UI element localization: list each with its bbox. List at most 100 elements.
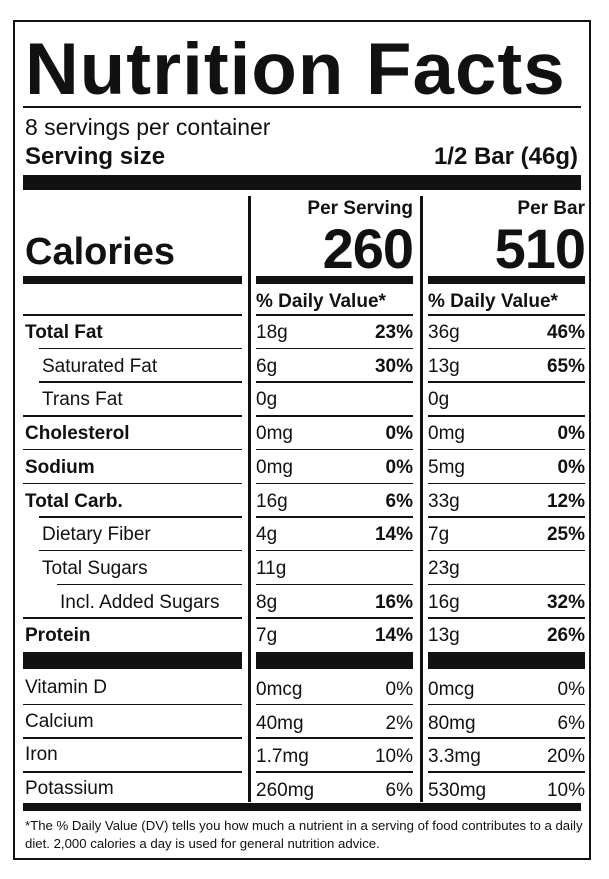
- serving-daily-value: 16%: [374, 591, 413, 613]
- row-divider-bar: [428, 771, 585, 773]
- bar-daily-value: 0%: [557, 679, 585, 700]
- row-divider-serving: [256, 549, 413, 552]
- row-divider-serving: [256, 482, 413, 484]
- nutrient-name: Dietary Fiber: [42, 524, 151, 546]
- row-divider-serving: [256, 314, 413, 316]
- serving-size-label: Serving size: [25, 143, 166, 170]
- row-divider-left: [39, 516, 242, 518]
- row-divider-left: [23, 448, 242, 451]
- serving-daily-value: 6%: [385, 780, 413, 802]
- row-divider-serving: [256, 415, 413, 417]
- bar-amount: 0mg: [428, 423, 465, 445]
- micronutrient-name: Iron: [25, 744, 58, 766]
- bar-daily-value: 32%: [546, 591, 585, 613]
- bar-amount: 16g: [428, 591, 460, 613]
- serving-amount: 0mg: [256, 456, 293, 478]
- row-divider-left: [39, 347, 242, 350]
- bar-amount: 13g: [428, 355, 460, 377]
- micronutrient-name: Potassium: [25, 778, 114, 800]
- row-divider-serving: [256, 737, 413, 739]
- calories-label: Calories: [25, 231, 175, 273]
- serving-daily-value: 6%: [385, 490, 413, 512]
- micronutrient-name: Calcium: [25, 710, 94, 732]
- per-serving-label: Per Serving: [307, 198, 413, 219]
- row-divider-left: [23, 482, 242, 484]
- micronutrient-divider-left: [23, 652, 242, 669]
- serving-amount: 8g: [256, 591, 278, 613]
- bar-amount: 3.3mg: [428, 746, 481, 768]
- calories-divider-serving: [256, 276, 413, 284]
- serving-daily-value: 2%: [385, 712, 413, 734]
- daily-value-header-serving: % Daily Value*: [256, 291, 386, 312]
- serving-daily-value: 0%: [385, 423, 413, 445]
- row-divider-serving: [256, 516, 413, 518]
- per-bar-label: Per Bar: [517, 198, 585, 219]
- bar-amount: 13g: [428, 625, 460, 647]
- serving-daily-value: 14%: [374, 524, 413, 546]
- row-divider-left: [57, 583, 242, 586]
- row-divider-serving: [256, 771, 413, 773]
- nutrient-name: Sodium: [25, 456, 95, 478]
- row-divider-left: [23, 703, 242, 706]
- serving-amount: 0mcg: [256, 679, 303, 700]
- nutrient-name: Incl. Added Sugars: [60, 591, 220, 613]
- serving-daily-value: 0%: [385, 679, 413, 700]
- servings-per-container: 8 servings per container: [25, 114, 271, 140]
- bar-amount: 0g: [428, 389, 450, 411]
- bar-daily-value: 65%: [546, 355, 585, 377]
- row-divider-bar: [428, 617, 585, 619]
- serving-daily-value: 23%: [374, 322, 413, 343]
- serving-amount: 18g: [256, 322, 288, 343]
- row-divider-serving: [256, 347, 413, 350]
- serving-daily-value: 0%: [385, 456, 413, 478]
- row-divider-bar: [428, 737, 585, 739]
- serving-daily-value: 10%: [374, 746, 413, 768]
- row-divider-left: [23, 771, 242, 773]
- row-divider-serving: [256, 617, 413, 619]
- serving-amount: 1.7mg: [256, 746, 309, 768]
- nutrient-name: Protein: [25, 625, 91, 647]
- bar-daily-value: 20%: [546, 746, 585, 768]
- row-divider-left: [39, 549, 242, 552]
- row-divider-bar: [428, 448, 585, 451]
- micronutrient-name: Vitamin D: [25, 677, 108, 698]
- nutrient-name: Total Carb.: [25, 490, 123, 512]
- column-divider-bar: [420, 196, 423, 802]
- serving-divider-thick: [23, 175, 581, 190]
- bar-daily-value: 26%: [546, 625, 585, 647]
- bar-amount: 5mg: [428, 456, 465, 478]
- row-divider-bar: [428, 549, 585, 552]
- row-divider-left: [23, 314, 242, 316]
- calories-divider-left: [23, 276, 242, 284]
- serving-amount: 0mg: [256, 423, 293, 445]
- nutrient-name: Trans Fat: [42, 389, 123, 411]
- serving-amount: 7g: [256, 625, 278, 647]
- daily-value-header-bar: % Daily Value*: [428, 291, 558, 312]
- calories-per-serving: 260: [322, 217, 414, 280]
- bar-amount: 0mcg: [428, 679, 475, 700]
- row-divider-serving: [256, 583, 413, 586]
- bar-daily-value: 10%: [546, 780, 585, 802]
- serving-amount: 6g: [256, 355, 278, 377]
- row-divider-left: [23, 617, 242, 619]
- serving-daily-value: 14%: [374, 625, 413, 647]
- row-divider-bar: [428, 583, 585, 586]
- row-divider-bar: [428, 516, 585, 518]
- title-divider: [23, 106, 581, 108]
- footnote: *The % Daily Value (DV) tells you how mu…: [25, 818, 583, 851]
- row-divider-bar: [428, 482, 585, 484]
- serving-amount: 11g: [256, 557, 287, 579]
- row-divider-left: [39, 381, 242, 383]
- nutrient-name: Total Fat: [25, 322, 103, 343]
- bar-daily-value: 46%: [546, 322, 585, 343]
- label-title: Nutrition Facts: [25, 29, 566, 110]
- bar-amount: 23g: [428, 557, 460, 579]
- row-divider-serving: [256, 448, 413, 451]
- serving-daily-value: 30%: [374, 355, 413, 377]
- micronutrient-divider-serving: [256, 652, 413, 669]
- serving-amount: 260mg: [256, 780, 315, 802]
- serving-amount: 4g: [256, 524, 278, 546]
- serving-amount: 16g: [256, 490, 288, 512]
- bar-amount: 36g: [428, 322, 460, 343]
- serving-amount: 0g: [256, 389, 278, 411]
